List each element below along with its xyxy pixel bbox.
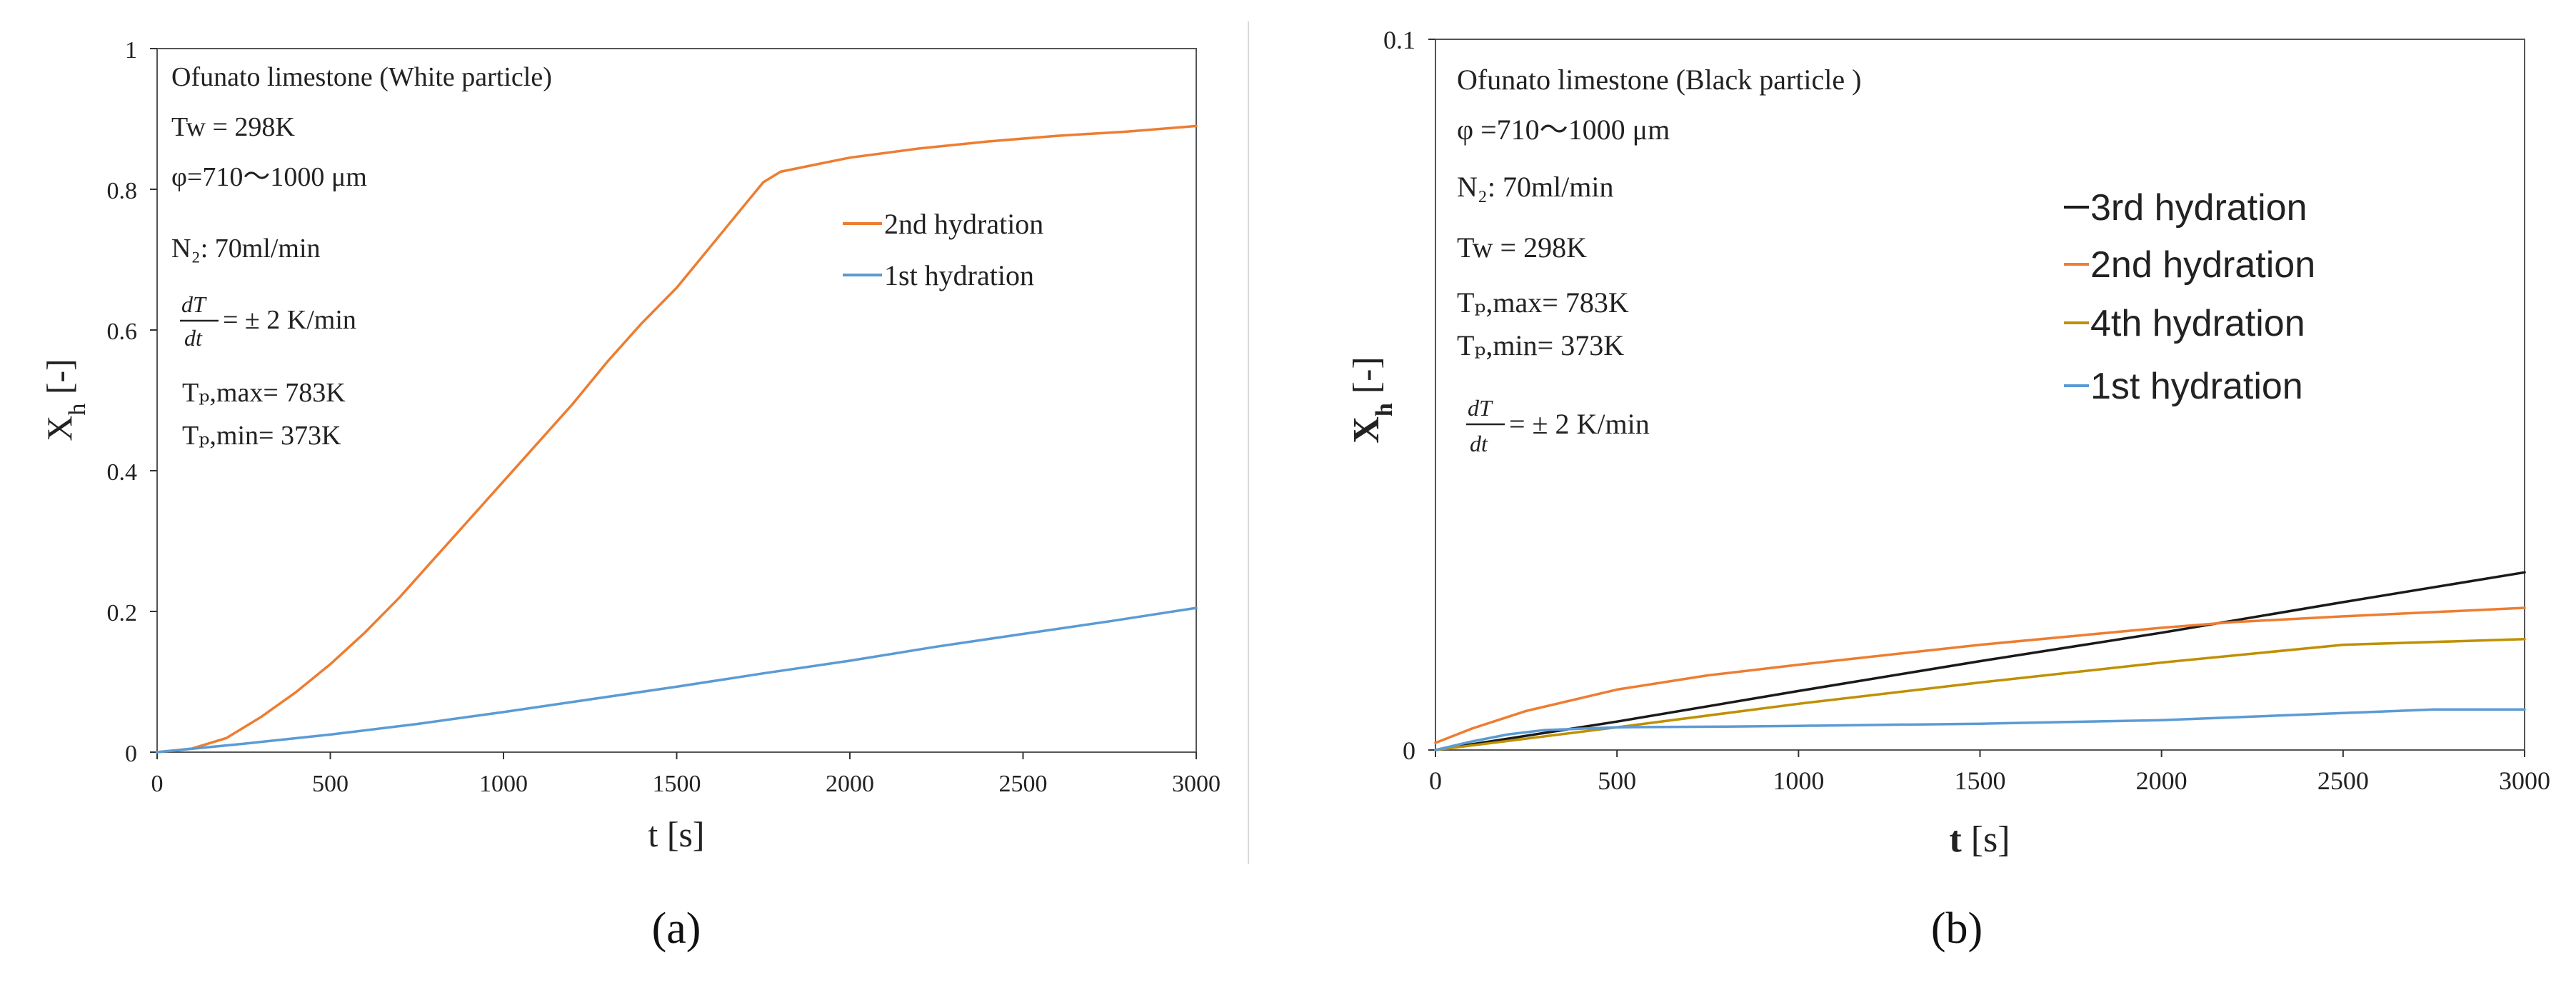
panel-b-series: [1434, 571, 2526, 751]
panel-b-rate-numerator: dT: [1468, 395, 1493, 421]
panel-a-axes: 0 500 1000 1500 2000 2500 3000 0 0.2 0.4 0.6 0.8 1: [107, 37, 1221, 797]
panel-a-y-tick-label: 0.6: [107, 319, 138, 345]
panel-b-x-tick-label: 3000: [2499, 766, 2550, 795]
panel-a-x-tick-label: 0: [151, 771, 164, 797]
panel-a-y-tick-label: 0.2: [107, 600, 138, 626]
panel-b-legend-3rd: 3rd hydration: [2090, 187, 2307, 229]
panel-b-x-tick-label: 1500: [1955, 766, 2006, 795]
panel-a: 0 500 1000 1500 2000 2500 3000 0 0.2 0.4 0.6 0.8 1 O…: [39, 37, 1221, 953]
panel-a-series: [156, 124, 1198, 754]
panel-b-xlabel: t [s]: [1949, 819, 2010, 860]
panel-a-y-tick-label: 1: [125, 37, 137, 64]
panel-b-series-1st: [1434, 708, 2526, 751]
panel-a-x-tick-label: 2500: [999, 771, 1048, 797]
panel-a-series-2nd: [156, 124, 1198, 754]
panel-a-x-tick-label: 1500: [653, 771, 701, 797]
panel-a-tw: Tw = 298K: [171, 112, 295, 142]
panel-b-y-tick-label: 0: [1403, 736, 1415, 765]
panel-b-tpmin: Tₚ,min= 373K: [1457, 329, 1624, 361]
panel-a-annotations: Ofunato limestone (White particle) Tw = …: [171, 62, 552, 451]
panel-a-rate-value: = ± 2 K/min: [223, 305, 356, 335]
panel-b-x-tick-label: 500: [1598, 766, 1636, 795]
panel-b-rate-denominator: dt: [1470, 431, 1488, 456]
panel-a-label: (a): [652, 904, 701, 953]
panel-a-x-tick-label: 500: [312, 771, 349, 797]
panel-b-legend-2nd: 2nd hydration: [2090, 244, 2315, 286]
panel-b-ylabel: Xh [-]: [1346, 356, 1398, 443]
panel-a-axis-labels: t [s] Xh [-]: [39, 359, 705, 854]
panel-a-x-tick-label: 3000: [1172, 771, 1221, 797]
panel-a-rate-denominator: dt: [184, 325, 203, 351]
panel-b-label: (b): [1931, 904, 1983, 953]
panel-b-legend-4th: 4th hydration: [2090, 303, 2305, 344]
panel-a-y-tick-label: 0.4: [107, 459, 138, 486]
panel-a-phi: φ=710〜1000 μm: [171, 162, 367, 192]
panel-a-legend: 2nd hydration 1st hydration: [843, 208, 1043, 291]
panel-a-rate-numerator: dT: [181, 291, 207, 317]
panel-a-title: Ofunato limestone (White particle): [171, 62, 552, 92]
panel-a-tpmin: Tₚ,min= 373K: [182, 421, 341, 451]
panel-b-y-tick-label: 0.1: [1383, 26, 1415, 54]
panel-b-series-3rd: [1434, 571, 2526, 751]
panel-b-x-tick-label: 0: [1429, 766, 1442, 795]
panel-b-x-tick-label: 2500: [2317, 766, 2369, 795]
panel-b-annotations: Ofunato limestone (Black particle ) φ =7…: [1457, 64, 1861, 456]
panel-a-y-tick-label: 0: [125, 741, 137, 767]
panel-a-xlabel: t [s]: [648, 814, 704, 854]
panel-b-axes: 0 500 1000 1500 2000 2500 3000 0 0.1: [1383, 26, 2550, 795]
panel-b-n2: N₂: 70ml/min: [1457, 171, 1614, 203]
panel-a-n2: N₂: 70ml/min: [171, 234, 321, 264]
panel-b-tw: Tw = 298K: [1457, 231, 1587, 264]
panel-a-series-1st: [156, 606, 1198, 754]
panel-b-x-tick-label: 2000: [2136, 766, 2187, 795]
panel-a-ylabel: Xh [-]: [39, 359, 91, 441]
panel-b-phi: φ =710〜1000 μm: [1457, 114, 1670, 146]
panel-a-legend-2nd: 2nd hydration: [884, 208, 1043, 240]
panel-a-tpmax: Tₚ,max= 783K: [182, 378, 346, 408]
panel-a-legend-1st: 1st hydration: [884, 259, 1034, 291]
panel-b-title: Ofunato limestone (Black particle ): [1457, 64, 1861, 96]
panel-b-series-2nd: [1434, 606, 2526, 744]
panel-b-axis-labels: t [s] Xh [-]: [1346, 356, 2010, 860]
panel-b-x-tick-label: 1000: [1773, 766, 1824, 795]
panel-a-y-tick-label: 0.8: [107, 178, 138, 204]
panel-b-legend-1st: 1st hydration: [2090, 366, 2303, 407]
panel-a-x-tick-label: 2000: [826, 771, 874, 797]
panel-a-x-tick-label: 1000: [479, 771, 528, 797]
panel-b-rate-value: = ± 2 K/min: [1509, 408, 1650, 440]
panel-b-tpmax: Tₚ,max= 783K: [1457, 286, 1629, 319]
panel-b: 0 500 1000 1500 2000 2500 3000 0 0.1 Ofunato lim…: [1346, 26, 2550, 953]
panel-b-legend: 3rd hydration 2nd hydration 4th hydratio…: [2064, 187, 2315, 407]
